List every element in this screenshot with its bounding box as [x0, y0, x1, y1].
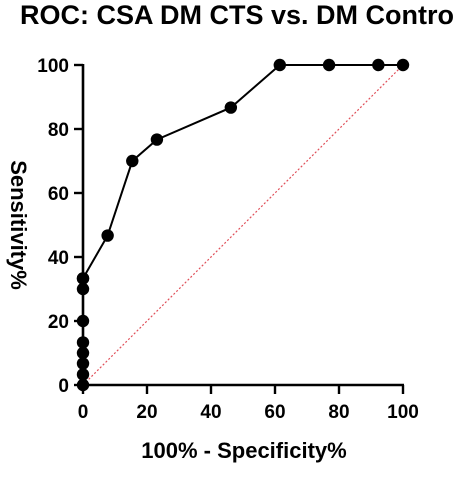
roc-point	[396, 58, 410, 72]
y-tick-label: 20	[48, 312, 69, 333]
y-tick-label: 0	[58, 376, 69, 397]
roc-point	[126, 154, 139, 168]
y-tick-label: 100	[37, 56, 69, 77]
x-tick-label: 0	[78, 402, 89, 423]
plot-area: 0 20 40 60 80 100 0 20 40 60 80 100	[37, 56, 419, 423]
roc-point	[76, 378, 90, 392]
roc-point	[224, 101, 238, 114]
roc-point	[372, 58, 385, 72]
y-tick-label: 60	[48, 184, 69, 205]
roc-point	[322, 58, 336, 72]
y-tick-label: 80	[48, 120, 69, 141]
roc-point	[76, 357, 90, 370]
roc-point	[76, 368, 90, 381]
x-tick-label: 80	[328, 402, 349, 423]
roc-point	[76, 272, 90, 285]
x-axis-title: 100% - Specificity%	[141, 438, 346, 463]
reference-line	[82, 64, 404, 386]
x-tick-label: 20	[136, 402, 157, 423]
roc-point	[76, 314, 90, 328]
roc-point	[101, 229, 114, 242]
roc-point	[76, 346, 90, 360]
x-tick-label: 40	[200, 402, 221, 423]
x-tick-label: 60	[264, 402, 285, 423]
y-axis-title: Sensitivity%	[6, 160, 31, 290]
y-tick-label: 40	[48, 248, 69, 269]
roc-point	[150, 133, 164, 146]
chart-title: ROC: CSA DM CTS vs. DM Contro	[20, 0, 454, 30]
roc-point	[273, 58, 286, 72]
roc-point	[76, 282, 90, 296]
x-tick-label: 100	[387, 402, 419, 423]
roc-point	[76, 336, 90, 349]
